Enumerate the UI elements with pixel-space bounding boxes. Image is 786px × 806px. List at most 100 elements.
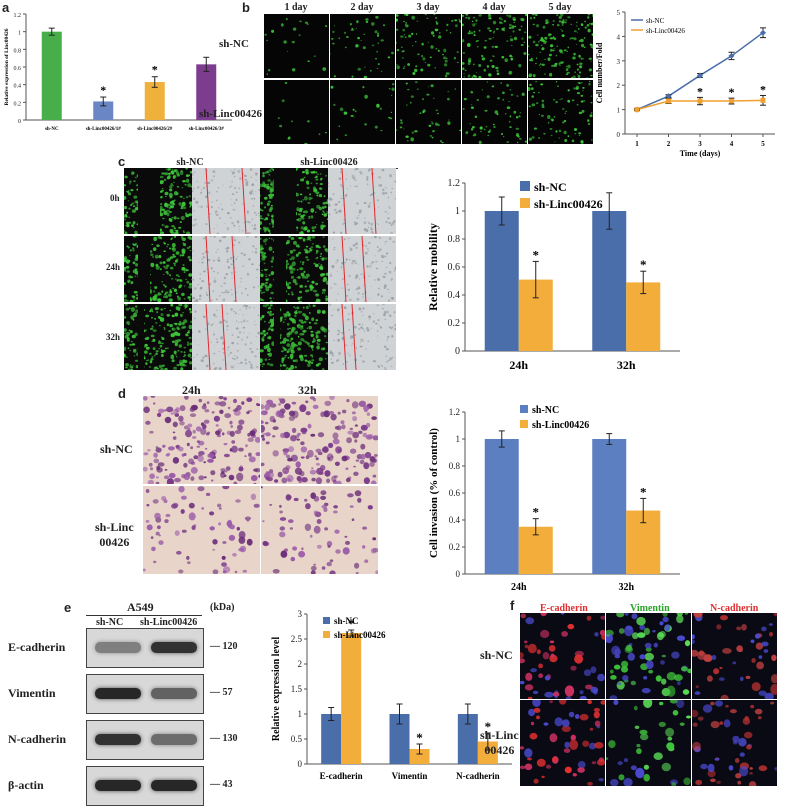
cell-mark — [230, 185, 233, 187]
cell-mark — [372, 474, 377, 478]
cell-mark — [309, 534, 313, 538]
d-image-r1-c0 — [143, 486, 260, 574]
c-significance-star: * — [533, 247, 540, 262]
cell-mark — [362, 328, 365, 330]
cell-mark — [328, 197, 332, 201]
cell-mark — [535, 57, 538, 60]
cell-mark — [155, 481, 160, 484]
c-fluor-r0-s1-texture — [260, 168, 328, 234]
cell-mark — [358, 323, 361, 326]
cell-mark — [125, 224, 129, 227]
cell-mark — [165, 195, 167, 198]
cell-mark — [271, 215, 274, 218]
cell-mark — [334, 461, 340, 466]
cell-mark — [473, 133, 477, 137]
cell-mark — [643, 627, 650, 635]
cell-mark — [320, 411, 326, 418]
cell-mark — [741, 624, 747, 631]
e-header-sh-nc: sh-NC — [96, 617, 124, 628]
cell-mark — [669, 700, 678, 704]
cell-mark — [366, 422, 371, 428]
cell-mark — [504, 58, 508, 63]
cell-mark — [128, 216, 130, 218]
cell-mark — [367, 250, 369, 252]
cell-mark — [231, 445, 238, 453]
cell-mark — [376, 246, 379, 249]
cell-mark — [355, 242, 358, 246]
cell-mark — [570, 734, 576, 741]
cell-mark — [414, 68, 418, 73]
cell-mark — [174, 278, 177, 280]
cell-mark — [305, 400, 309, 404]
cell-mark — [216, 225, 218, 226]
cell-mark — [524, 644, 529, 649]
cell-mark — [292, 279, 297, 283]
cell-mark — [491, 65, 495, 68]
e-ytick-label: 2.5 — [291, 634, 303, 644]
cell-mark — [235, 198, 238, 202]
e-category-label: E-cadherin — [320, 771, 363, 781]
cell-mark — [295, 253, 299, 257]
cell-mark — [350, 115, 354, 117]
cell-mark — [715, 700, 723, 707]
cell-mark — [262, 183, 266, 188]
cell-mark — [579, 695, 587, 699]
cell-mark — [154, 366, 158, 369]
cell-mark — [338, 177, 342, 180]
cell-mark — [326, 199, 328, 202]
cell-mark — [391, 87, 395, 91]
cell-mark — [163, 409, 167, 412]
cell-mark — [349, 298, 352, 302]
cell-mark — [745, 675, 751, 679]
cell-mark — [552, 20, 555, 22]
cell-mark — [582, 89, 584, 92]
cell-mark — [370, 263, 373, 265]
cell-mark — [403, 34, 405, 36]
cell-mark — [126, 338, 130, 342]
cell-mark — [528, 105, 532, 108]
cell-mark — [263, 262, 266, 265]
cell-mark — [178, 486, 185, 493]
cell-mark — [512, 30, 515, 33]
cell-mark — [302, 214, 306, 217]
cell-mark — [355, 45, 357, 48]
cell-mark — [679, 722, 685, 726]
cell-mark — [614, 654, 620, 659]
cell-mark — [248, 456, 256, 463]
cell-mark — [325, 297, 328, 301]
cell-mark — [187, 304, 189, 306]
cell-mark — [152, 256, 154, 258]
e-ytick-label: 0.5 — [291, 734, 303, 744]
cell-mark — [154, 307, 159, 311]
cell-mark — [328, 214, 331, 216]
cell-mark — [172, 408, 179, 416]
cell-mark — [176, 217, 180, 220]
e-kda-value: — 43 — [210, 779, 233, 790]
cell-mark — [578, 132, 582, 135]
cell-mark — [616, 681, 625, 690]
cell-mark — [389, 291, 391, 294]
cell-mark — [344, 134, 348, 137]
cell-mark — [582, 87, 585, 89]
cell-mark — [200, 359, 204, 362]
cell-mark — [524, 748, 533, 758]
cell-mark — [175, 229, 179, 233]
cell-mark — [286, 454, 291, 459]
cell-mark — [334, 426, 339, 430]
e-blot-band — [95, 688, 141, 699]
cell-mark — [220, 203, 222, 205]
cell-mark — [582, 740, 590, 747]
cell-mark — [394, 198, 396, 200]
cell-mark — [160, 203, 163, 206]
cell-mark — [270, 328, 274, 332]
cell-mark — [179, 279, 182, 282]
cell-mark — [590, 95, 593, 97]
c-bright-r0-s1-texture — [328, 168, 396, 234]
cell-mark — [335, 446, 342, 454]
cell-mark — [135, 294, 139, 296]
cell-mark — [258, 352, 260, 354]
cell-mark — [231, 181, 234, 183]
cell-mark — [333, 339, 335, 342]
cell-mark — [262, 329, 266, 333]
cell-mark — [599, 629, 605, 636]
